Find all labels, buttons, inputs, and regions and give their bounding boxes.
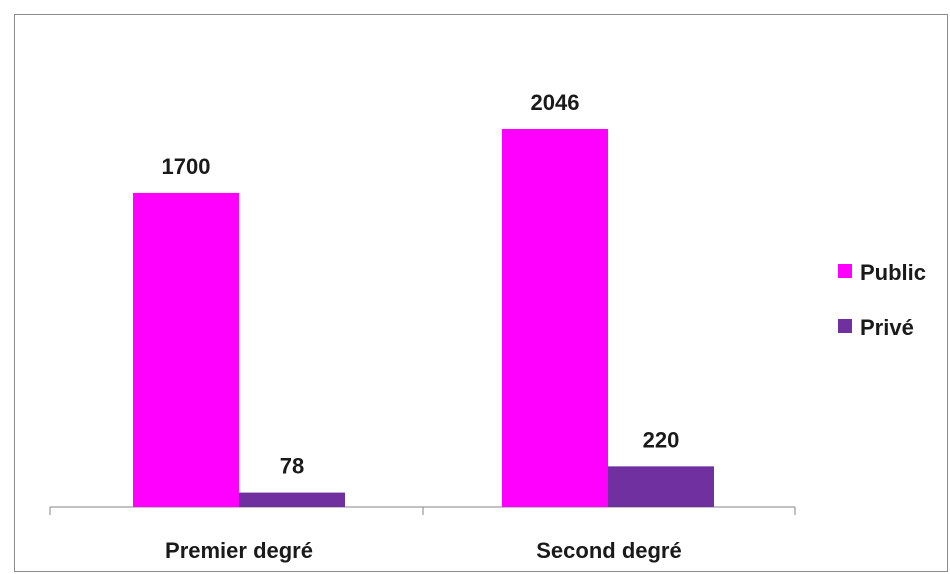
legend-swatch-public xyxy=(838,264,852,278)
category-label-premier-degre: Premier degré xyxy=(165,538,313,563)
bar-prive-premier-degre xyxy=(239,492,345,507)
legend: Public Privé xyxy=(838,260,926,340)
bar-public-second-degre xyxy=(502,129,608,507)
bar-prive-second-degre xyxy=(608,466,714,507)
value-label-prive-premier-degre: 78 xyxy=(280,454,304,479)
bar-public-premier-degre xyxy=(133,192,239,508)
legend-swatch-prive xyxy=(838,319,852,333)
value-label-prive-second-degre: 220 xyxy=(643,427,680,452)
category-label-second-degre: Second degré xyxy=(536,538,681,563)
legend-label-public: Public xyxy=(860,260,926,285)
value-label-public-premier-degre: 1700 xyxy=(162,154,211,179)
value-label-public-second-degre: 2046 xyxy=(531,90,580,115)
legend-label-prive: Privé xyxy=(860,315,914,340)
